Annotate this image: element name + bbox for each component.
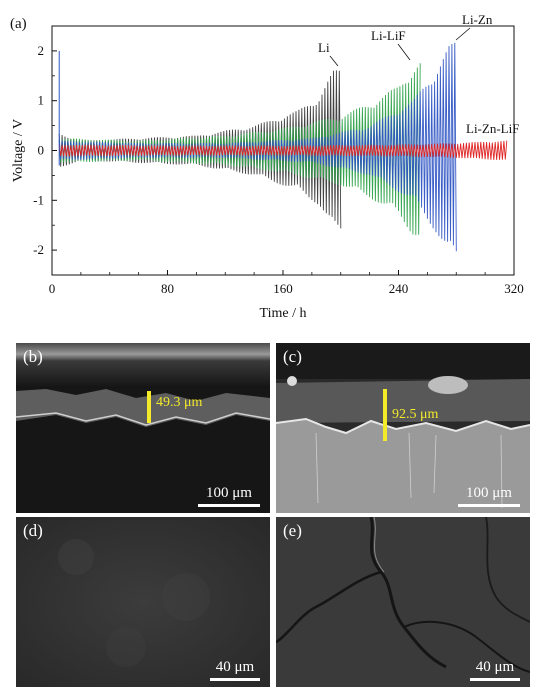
thickness-label-c: 92.5 μm [392,407,439,422]
x-tick-label: 320 [504,281,524,296]
scale-line-d [210,678,260,681]
y-tick-label: 1 [38,93,45,108]
sem-panel-d: (d) 40 μm [16,517,270,687]
panel-e-tag: (e) [283,521,302,540]
x-axis-title: Time / h [260,306,307,321]
panel-b-tag: (b) [23,347,43,366]
sem-image-c [276,343,530,513]
scale-bar-e: 40 μm [470,659,520,681]
axes-layer: Li Li-LiF Li-Zn Li-Zn-LiF 0 80 160 240 320 2 1 0 -1 -… [11,12,524,321]
sem-image-b [16,343,270,513]
y-tick-label: 0 [38,143,45,158]
series-label-li-zn: Li-Zn [462,12,493,27]
scale-line-c [458,504,520,507]
series-line-li-zn-lif [58,140,508,160]
y-axis-title: Voltage / V [11,119,26,182]
x-tick-label: 0 [49,281,56,296]
series-label-li-zn-lif: Li-Zn-LiF [466,121,519,136]
scale-label-c: 100 μm [466,485,512,501]
scale-label-b: 100 μm [206,485,252,501]
scale-bar-b: 100 μm [198,485,260,507]
voltage-time-chart: (a) Li Li-LiF Li-Zn Li-Zn-LiF 0 80 160 240 320 2 1… [10,12,524,321]
scale-line-e [470,678,520,681]
x-tick-label: 80 [161,281,174,296]
sem-panel-c: (c) 92.5 μm 100 μm [276,343,530,513]
x-tick-label: 240 [389,281,409,296]
scale-label-e: 40 μm [475,659,515,675]
sem-panel-b: (b) 49.3 μm 100 μm [16,343,270,513]
panel-c-tag: (c) [283,347,302,366]
panel-d-tag: (d) [23,521,43,540]
plot-layer [58,42,508,252]
scale-label-d: 40 μm [215,659,255,675]
sem-panel-e: (e) 40 μm [276,517,530,687]
y-tick-label: 2 [38,43,45,58]
y-tick-label: -2 [33,242,44,257]
scale-bar-d: 40 μm [210,659,260,681]
series-leader-li-lif [397,43,411,61]
thickness-bar-b [147,391,151,423]
sem-image-e [276,517,530,687]
panel-a-tag: (a) [10,16,27,32]
scale-line-b [198,504,260,507]
series-label-li-lif: Li-LiF [371,28,406,43]
thickness-bar-c [383,389,387,441]
series-leader-li-zn [455,27,471,41]
series-label-li: Li [318,40,330,55]
thickness-label-b: 49.3 μm [156,395,203,410]
series-leader-li [329,55,339,67]
sem-image-d [16,517,270,687]
y-tick-label: -1 [33,192,44,207]
x-tick-label: 160 [273,281,293,296]
scale-bar-c: 100 μm [458,485,520,507]
